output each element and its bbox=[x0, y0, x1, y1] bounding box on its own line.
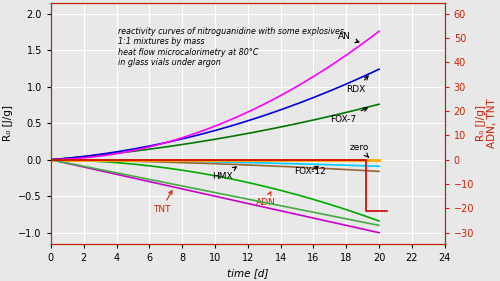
Text: RDX: RDX bbox=[346, 76, 368, 94]
Y-axis label: R₀ [J/g]: R₀ [J/g] bbox=[3, 105, 13, 141]
Y-axis label: R₀ [J/g]
ADN, TNT: R₀ [J/g] ADN, TNT bbox=[476, 98, 497, 148]
Text: FOX-7: FOX-7 bbox=[330, 108, 367, 124]
X-axis label: time [d]: time [d] bbox=[227, 268, 268, 278]
Text: zero: zero bbox=[350, 143, 369, 157]
Text: HMX: HMX bbox=[212, 167, 236, 182]
Text: AN: AN bbox=[338, 32, 359, 42]
Text: ADN: ADN bbox=[256, 192, 276, 207]
Text: FOX-12: FOX-12 bbox=[294, 166, 326, 176]
Text: TNT: TNT bbox=[152, 191, 172, 214]
Text: reactivity curves of nitroguanidine with some explosives
1:1 mixtures by mass
he: reactivity curves of nitroguanidine with… bbox=[118, 27, 344, 67]
